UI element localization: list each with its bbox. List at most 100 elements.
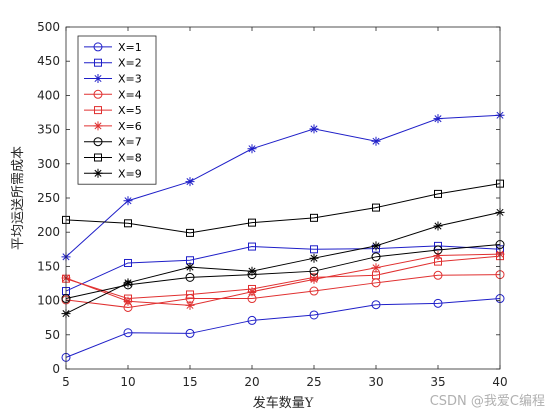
x-tick-label: 20 [244, 375, 259, 389]
ticks-layer: 5 10 15 20 25 30 35 400501001502002503003504004… [37, 20, 508, 389]
y-tick-label: 400 [37, 88, 60, 102]
legend-label: X=8 [118, 152, 142, 165]
data-point-x1 [247, 315, 257, 325]
series-line-x9 [65, 211, 501, 315]
legend-swatch-marker [93, 137, 103, 147]
data-point-x4 [309, 286, 319, 296]
data-point-x3 [371, 136, 381, 146]
series-x8 [62, 179, 504, 237]
legend-label: X=9 [118, 167, 142, 180]
data-point-x1 [185, 328, 195, 338]
series-line-x2 [65, 245, 501, 292]
legend-label: X=2 [118, 57, 142, 70]
legend-label: X=4 [118, 88, 142, 101]
data-point-x8 [434, 189, 442, 198]
legend-entry-x7: X=7 [84, 136, 142, 149]
data-point-x6 [433, 250, 443, 260]
legend: X=1 X=2 X=3 X=4 X=5 X=6 X=7 X=8 X=9 [77, 35, 157, 185]
x-tick-label: 35 [430, 375, 445, 389]
data-point-x9 [309, 253, 319, 263]
data-point-x9 [371, 241, 381, 251]
data-point-x9 [433, 221, 443, 231]
y-tick-label: 250 [37, 191, 60, 205]
legend-entry-x3: X=3 [84, 73, 142, 86]
series-line-x5 [65, 255, 501, 300]
y-tick-label: 500 [37, 20, 60, 34]
x-tick-label: 25 [306, 375, 321, 389]
data-point-x6 [309, 274, 319, 284]
data-point-x8 [186, 228, 194, 237]
data-point-x3 [309, 124, 319, 134]
legend-entry-x6: X=6 [84, 120, 142, 133]
y-tick-label: 50 [45, 328, 60, 342]
y-tick-label: 150 [37, 259, 60, 273]
legend-label: X=6 [118, 120, 142, 133]
data-point-x7 [309, 266, 319, 276]
data-point-x8 [124, 219, 132, 228]
data-point-x3 [433, 114, 443, 124]
y-tick-label: 450 [37, 54, 60, 68]
legend-label: X=7 [118, 136, 142, 149]
x-tick-label: 10 [120, 375, 135, 389]
data-point-x5 [186, 290, 194, 299]
data-point-x1 [371, 300, 381, 310]
data-point-x7 [433, 245, 443, 255]
series-line-x7 [65, 244, 501, 300]
data-point-x2 [124, 258, 132, 267]
data-point-x4 [433, 270, 443, 280]
x-tick-label: 5 [62, 375, 70, 389]
data-point-x3 [247, 144, 257, 154]
watermark: CSDN @我爱C编程 [430, 394, 545, 409]
y-tick-label: 300 [37, 157, 60, 171]
data-point-x6 [371, 263, 381, 273]
legend-label: X=1 [118, 41, 142, 54]
legend-swatch-marker [94, 106, 102, 115]
series-line-x1 [65, 298, 501, 358]
y-tick-label: 100 [37, 294, 60, 308]
data-point-x2 [434, 241, 442, 250]
data-point-x3 [185, 177, 195, 187]
legend-entry-x9: X=9 [84, 167, 142, 180]
legend-swatch-marker [94, 153, 102, 162]
legend-entry-x8: X=8 [84, 152, 142, 165]
legend-swatch-marker [93, 89, 103, 99]
data-point-x2 [310, 245, 318, 254]
data-point-x2 [248, 242, 256, 251]
series-layer [61, 110, 505, 362]
data-point-x1 [309, 310, 319, 320]
data-point-x3 [123, 196, 133, 206]
x-tick-label: 30 [368, 375, 383, 389]
legend-swatch-marker [93, 42, 103, 52]
legend-swatch-marker [93, 168, 103, 178]
x-tick-label: 40 [492, 375, 507, 389]
data-point-x1 [433, 298, 443, 308]
data-point-x8 [310, 213, 318, 222]
x-axis-title: 发车数量Y [253, 395, 314, 411]
legend-entry-x2: X=2 [84, 57, 142, 70]
y-tick-label: 0 [52, 362, 60, 376]
y-axis-title: 平均运送所需成本 [11, 146, 26, 250]
legend-swatch-marker [93, 121, 103, 131]
data-point-x7 [185, 272, 195, 282]
y-tick-label: 200 [37, 225, 60, 239]
data-point-x8 [248, 218, 256, 227]
data-point-x7 [371, 252, 381, 262]
legend-entry-x4: X=4 [84, 88, 142, 101]
data-point-x9 [247, 266, 257, 276]
data-point-x9 [185, 262, 195, 272]
legend-label: X=3 [118, 73, 142, 86]
legend-entry-x1: X=1 [84, 41, 142, 54]
legend-swatch-marker [93, 74, 103, 83]
data-point-x1 [123, 328, 133, 338]
legend-entry-x5: X=5 [84, 104, 142, 117]
legend-label: X=5 [118, 104, 142, 117]
data-point-x8 [372, 203, 380, 212]
data-point-x6 [185, 300, 195, 310]
data-point-x6 [247, 287, 257, 297]
series-line-x6 [65, 253, 501, 306]
legend-swatch-marker [94, 58, 102, 67]
series-line-x8 [65, 183, 501, 234]
series-line-x4 [65, 274, 501, 308]
y-tick-label: 350 [37, 123, 60, 137]
